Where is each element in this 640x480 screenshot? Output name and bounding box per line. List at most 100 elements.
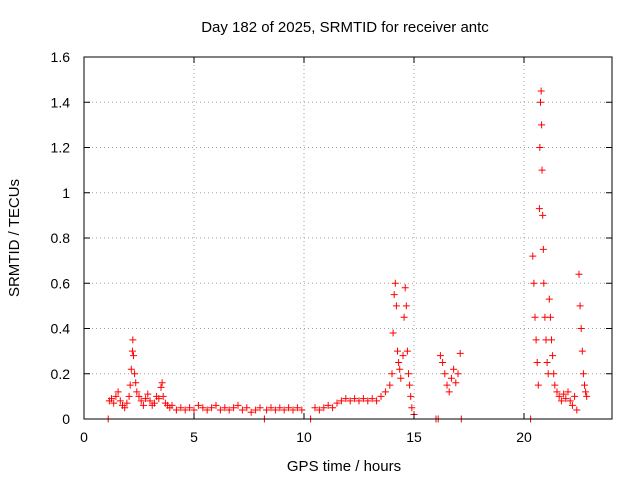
data-point [537, 98, 544, 106]
data-point [203, 406, 211, 414]
data-point [450, 365, 458, 373]
data-point [216, 406, 224, 414]
x-axis-label: GPS time / hours [287, 458, 401, 475]
data-point [539, 245, 547, 253]
x-axis-ticks: 0 5 10 15 20 [80, 57, 532, 445]
data-point [539, 211, 547, 219]
data-point [126, 381, 134, 389]
data-point [536, 144, 544, 151]
data-point [582, 388, 590, 396]
data-point [531, 313, 539, 321]
y-tick-label: 0.6 [51, 275, 71, 291]
data-point [535, 205, 543, 213]
chart-title: Day 182 of 2025, SRMTID for receiver ant… [201, 19, 489, 36]
data-point [560, 390, 568, 398]
data-point [406, 381, 414, 389]
y-tick-label: 1.4 [51, 94, 71, 110]
data-point [346, 397, 354, 405]
data-point [157, 383, 165, 391]
data-point [403, 347, 411, 355]
data-point [280, 406, 288, 414]
data-point [568, 401, 576, 409]
y-tick-label: 1.6 [51, 49, 71, 65]
x-tick-label: 20 [516, 429, 532, 445]
data-point [402, 302, 410, 310]
data-point [394, 347, 401, 355]
data-points [104, 87, 591, 423]
data-point [247, 408, 255, 416]
data-point [551, 381, 559, 389]
data-point [443, 381, 451, 389]
data-point [311, 404, 319, 412]
data-point [131, 370, 139, 378]
x-tick-label: 0 [80, 429, 88, 445]
data-point [181, 406, 189, 414]
data-point [441, 370, 449, 378]
data-point [545, 295, 553, 303]
x-tick-label: 10 [296, 429, 312, 445]
data-point [252, 406, 260, 414]
data-point [212, 401, 220, 409]
data-point [221, 404, 229, 412]
data-point [263, 406, 271, 414]
data-point [243, 404, 251, 412]
data-point [150, 399, 158, 407]
data-point [208, 404, 216, 412]
data-point [199, 404, 207, 412]
data-point [159, 392, 167, 400]
data-point [114, 388, 122, 396]
data-point [238, 406, 246, 414]
data-point [405, 370, 412, 378]
data-point [532, 336, 540, 344]
data-point [133, 388, 141, 396]
data-point [285, 404, 293, 412]
y-tick-label: 1 [62, 185, 70, 201]
data-point [324, 401, 332, 409]
data-point [271, 406, 279, 414]
data-point [530, 279, 538, 287]
data-point [158, 379, 166, 387]
y-axis-label: SRMTID / TECUs [6, 179, 23, 297]
data-point [368, 395, 376, 403]
data-point [130, 352, 137, 360]
x-tick-label: 15 [406, 429, 422, 445]
data-point [168, 401, 176, 409]
y-tick-label: 0.8 [51, 230, 71, 246]
data-point [408, 404, 416, 412]
data-point [144, 390, 152, 398]
data-point [571, 392, 579, 400]
data-point [127, 365, 135, 373]
data-point [351, 395, 359, 403]
y-axis-ticks: 0 0.2 0.4 0.6 0.8 1 1.2 1.4 1.6 [51, 49, 612, 427]
x-tick-label: 5 [190, 429, 198, 445]
data-point [396, 365, 404, 373]
data-point [534, 381, 542, 389]
data-point [456, 349, 464, 357]
data-point [146, 397, 154, 405]
data-point [121, 404, 129, 412]
data-point [381, 388, 389, 396]
y-tick-label: 1.2 [51, 140, 71, 156]
data-point [329, 404, 337, 412]
data-point [395, 358, 403, 366]
data-point [315, 406, 323, 414]
data-point [298, 406, 306, 414]
data-point [573, 406, 581, 414]
data-point [177, 404, 185, 412]
data-point [447, 374, 455, 382]
data-point [333, 399, 341, 407]
data-point [555, 392, 563, 400]
data-point [386, 381, 394, 389]
data-point [267, 404, 275, 412]
data-point [439, 358, 447, 366]
data-point [364, 397, 372, 405]
data-point [579, 370, 587, 378]
data-point [401, 284, 409, 292]
y-tick-label: 0.2 [51, 366, 71, 382]
data-point [392, 302, 400, 310]
data-point [576, 302, 584, 310]
data-point [116, 397, 124, 405]
data-point [342, 395, 350, 403]
data-point [557, 397, 565, 405]
y-tick-label: 0 [62, 411, 70, 427]
